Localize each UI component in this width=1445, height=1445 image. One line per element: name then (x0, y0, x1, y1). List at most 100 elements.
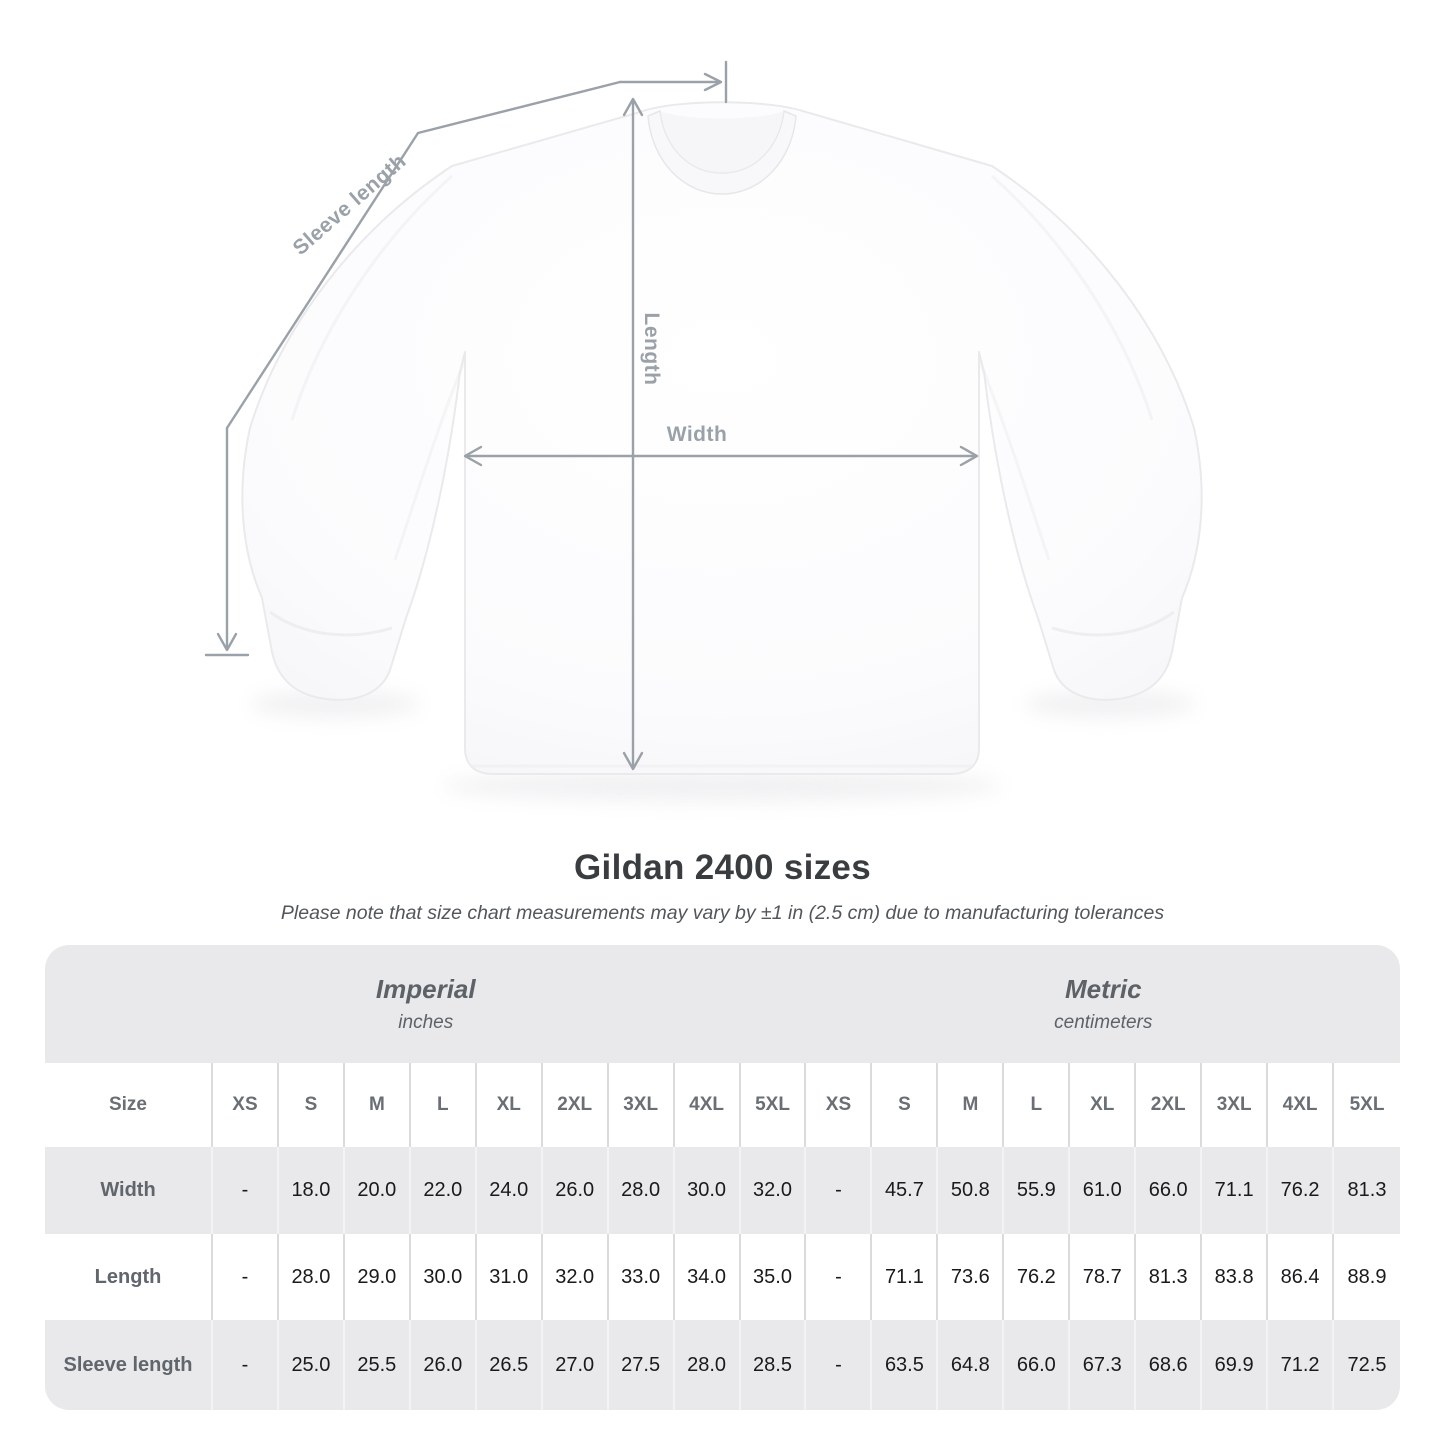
collar-opening (660, 111, 784, 173)
size-col-header: 2XL (1136, 1063, 1203, 1147)
length-arrow (622, 97, 644, 771)
value-cell: 68.6 (1136, 1320, 1203, 1410)
value-cell: 27.0 (543, 1320, 609, 1410)
value-cell: 64.8 (938, 1320, 1005, 1410)
size-col-header: L (411, 1063, 477, 1147)
value-cell: 34.0 (675, 1234, 741, 1320)
size-col-header: 2XL (543, 1063, 609, 1147)
size-col-header: 4XL (1268, 1063, 1335, 1147)
value-cell: 76.2 (1268, 1147, 1335, 1234)
size-col-header: 5XL (741, 1063, 807, 1147)
value-cell: 86.4 (1268, 1234, 1335, 1320)
value-cell: - (806, 1147, 873, 1234)
value-cell: 32.0 (543, 1234, 609, 1320)
shirt-body (241, 101, 1203, 775)
page-title: Gildan 2400 sizes (574, 848, 871, 887)
value-cell: 55.9 (1004, 1147, 1071, 1234)
value-cell: 24.0 (477, 1147, 543, 1234)
shirt-shadow (250, 690, 1195, 802)
shirt-diagram: Sleeve length Length Width (204, 60, 1203, 802)
length-label: Length (640, 312, 663, 386)
tolerance-note: Please note that size chart measurements… (280, 902, 1165, 924)
value-cell: - (806, 1320, 873, 1410)
value-cell: 28.5 (741, 1320, 807, 1410)
size-col-header: XS (213, 1063, 279, 1147)
value-cell: - (806, 1234, 873, 1320)
title-block: Gildan 2400 sizes Please note that size … (0, 848, 1445, 925)
metric-label: Metric (1064, 974, 1142, 1004)
value-cell: 88.9 (1347, 1265, 1387, 1288)
value-cell: 71.1 (872, 1234, 939, 1320)
unit-group-metric: Metric centimeters (807, 945, 1401, 1063)
size-col-header: 3XL (1202, 1063, 1269, 1147)
value-cell: 28.0 (609, 1147, 675, 1234)
value-cell: 61.0 (1070, 1147, 1137, 1234)
value-cell: 22.0 (411, 1147, 477, 1234)
value-cell: 26.0 (543, 1147, 609, 1234)
value-cell: 78.7 (1070, 1234, 1137, 1320)
imperial-label: Imperial (375, 974, 476, 1004)
row-label: Length (45, 1234, 213, 1320)
row-label: Width (45, 1147, 213, 1234)
value-cell: - (213, 1234, 279, 1320)
value-cell: 73.6 (938, 1234, 1005, 1320)
value-cell: - (213, 1147, 279, 1234)
shirt-illustration (204, 60, 1203, 802)
imperial-unit: inches (398, 1012, 454, 1033)
sleeve-length-arrow (204, 60, 728, 657)
value-cell: 81.3 (1136, 1234, 1203, 1320)
value-cell: 67.3 (1070, 1320, 1137, 1410)
value-cell: 35.0 (741, 1234, 807, 1320)
row-label: Sleeve length (45, 1320, 213, 1410)
width-arrow (463, 445, 979, 467)
size-header-row: Size XS S M L XL 2XL 3XL 4XL 5XL XS S M … (45, 1063, 1400, 1147)
value-cell: 30.0 (411, 1234, 477, 1320)
unit-group-imperial: Imperial inches (45, 945, 807, 1063)
value-cell: 18.0 (279, 1147, 345, 1234)
size-col-header: S (279, 1063, 345, 1147)
size-col-header: 4XL (675, 1063, 741, 1147)
size-corner-header: Size (45, 1063, 213, 1147)
size-col-header: M (938, 1063, 1005, 1147)
table-row-width: Width - 18.0 20.0 22.0 24.0 26.0 28.0 30… (45, 1147, 1400, 1234)
table-row-length: Length - 28.0 29.0 30.0 31.0 32.0 33.0 3… (45, 1234, 1400, 1320)
size-col-header: XL (1070, 1063, 1137, 1147)
value-cell: 45.7 (872, 1147, 939, 1234)
value-cell: - (213, 1320, 279, 1410)
value-cell: 72.5 (1347, 1353, 1387, 1376)
value-cell: 27.5 (609, 1320, 675, 1410)
metric-unit: centimeters (1054, 1012, 1153, 1033)
value-cell: 50.8 (938, 1147, 1005, 1234)
value-cell: 63.5 (872, 1320, 939, 1410)
value-cell: 30.0 (675, 1147, 741, 1234)
value-cell: 33.0 (609, 1234, 675, 1320)
value-cell: 26.5 (477, 1320, 543, 1410)
value-cell: 76.2 (1004, 1234, 1071, 1320)
unit-header-band: Imperial inches Metric centimeters (45, 945, 1400, 1063)
value-cell: 28.0 (675, 1320, 741, 1410)
value-cell: 71.2 (1268, 1320, 1335, 1410)
shirt-seams (269, 174, 1175, 768)
value-cell: 25.0 (279, 1320, 345, 1410)
table-row-sleeve-length: Sleeve length - 25.0 25.5 26.0 26.5 27.0… (45, 1320, 1400, 1410)
value-cell: 20.0 (345, 1147, 411, 1234)
value-cell: 25.5 (345, 1320, 411, 1410)
value-cell: 26.0 (411, 1320, 477, 1410)
value-cell: 28.0 (279, 1234, 345, 1320)
value-cell: 71.1 (1202, 1147, 1269, 1234)
size-col-header: XS (806, 1063, 873, 1147)
value-cell: 29.0 (345, 1234, 411, 1320)
value-cell: 69.9 (1202, 1320, 1269, 1410)
value-cell: 66.0 (1004, 1320, 1071, 1410)
size-col-header: M (345, 1063, 411, 1147)
value-cell: 66.0 (1136, 1147, 1203, 1234)
size-table: Imperial inches Metric centimeters Size … (45, 945, 1400, 1410)
size-col-header: S (872, 1063, 939, 1147)
size-col-header: 5XL (1349, 1094, 1385, 1115)
size-col-header: XL (477, 1063, 543, 1147)
value-cell: 31.0 (477, 1234, 543, 1320)
value-cell: 83.8 (1202, 1234, 1269, 1320)
size-col-header: 3XL (609, 1063, 675, 1147)
width-label: Width (666, 423, 728, 446)
